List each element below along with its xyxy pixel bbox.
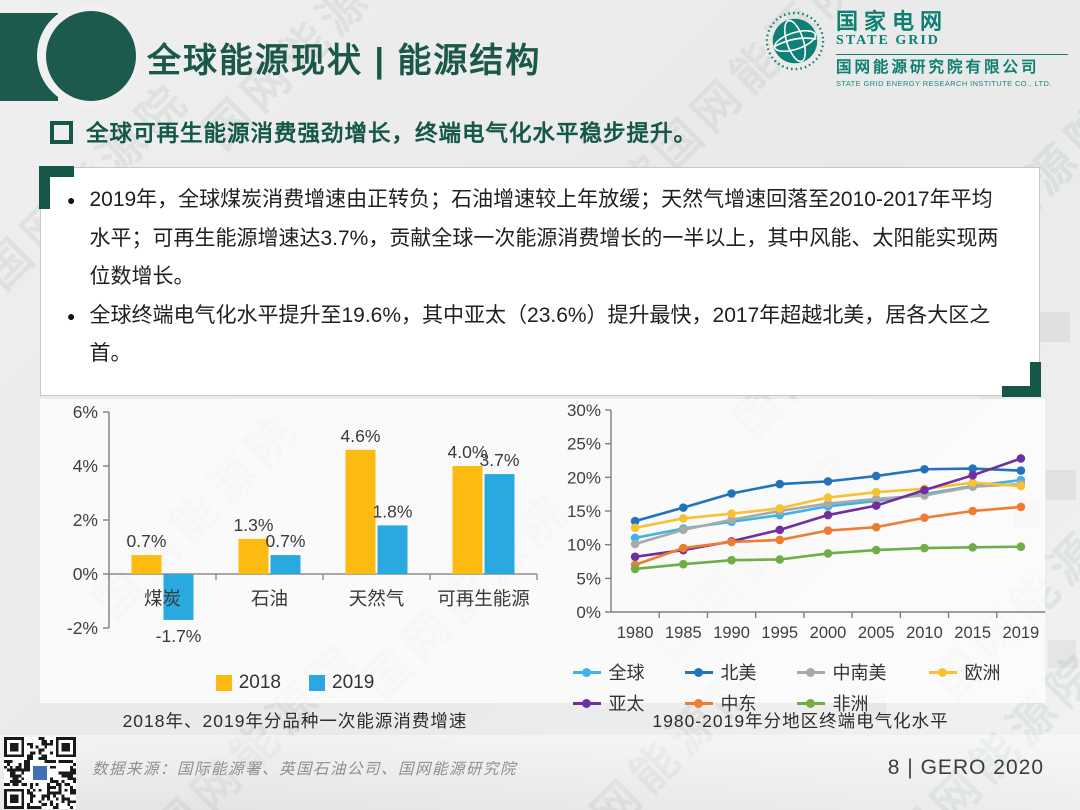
legend-item: 亚太 bbox=[572, 690, 685, 716]
svg-text:可再生能源: 可再生能源 bbox=[437, 588, 530, 609]
svg-text:-1.7%: -1.7% bbox=[156, 626, 202, 646]
legend-item: 欧洲 bbox=[928, 659, 1029, 685]
brand-divider bbox=[836, 54, 1068, 56]
svg-text:1980: 1980 bbox=[617, 624, 654, 642]
legend-swatch bbox=[215, 675, 232, 691]
legend-swatch bbox=[796, 698, 825, 708]
qr-code-svg bbox=[4, 737, 76, 809]
legend-item: 中东 bbox=[684, 690, 797, 716]
svg-text:2015: 2015 bbox=[954, 624, 991, 642]
line-chart-legend: 全球 北美 中南美 欧洲亚太 中东 非洲 bbox=[553, 659, 1048, 716]
svg-text:4.6%: 4.6% bbox=[341, 426, 381, 446]
legend-label: 2019 bbox=[332, 672, 375, 693]
line-chart-svg: 30% 25% 20% 15% 10% 5% 0% 1980 1985 1990 1995 2000 2… bbox=[567, 401, 1045, 642]
legend-item: 中南美 bbox=[796, 659, 929, 685]
svg-text:天然气: 天然气 bbox=[349, 588, 405, 609]
line-chart-caption: 1980-2019年分地区终端电气化水平 bbox=[652, 711, 949, 731]
svg-text:2000: 2000 bbox=[810, 624, 847, 642]
brand-name-en: STATE GRID bbox=[836, 33, 940, 49]
svg-text:4%: 4% bbox=[73, 456, 98, 476]
data-source-text: 数据来源：国际能源署、英国石油公司、国网能源研究院 bbox=[92, 761, 518, 778]
svg-text:煤炭: 煤炭 bbox=[144, 588, 181, 609]
legend-label: 全球 bbox=[608, 663, 645, 683]
brand-org-cn: 国网能源研究院有限公司 bbox=[836, 59, 1040, 77]
bullet-item: ● 2019年，全球煤炭消费增速由正转负；石油增速较上年放缓；天然气增速回落至2… bbox=[67, 181, 1013, 297]
svg-text:4.0%: 4.0% bbox=[448, 442, 488, 462]
legend-item: 全球 bbox=[572, 659, 685, 685]
svg-text:20%: 20% bbox=[567, 468, 601, 487]
brand-block: 国家电网 STATE GRID 国网能源研究院有限公司 STATE GRID E… bbox=[764, 10, 1068, 88]
page-title: 全球能源现状 | 能源结构 bbox=[147, 42, 542, 80]
svg-text:2019: 2019 bbox=[1003, 624, 1040, 642]
svg-text:石油: 石油 bbox=[251, 588, 288, 609]
svg-text:1985: 1985 bbox=[665, 624, 702, 642]
mosaic-square bbox=[1040, 312, 1070, 342]
legend-swatch bbox=[309, 675, 325, 691]
legend-item: 非洲 bbox=[796, 690, 929, 716]
svg-text:2%: 2% bbox=[73, 510, 98, 530]
svg-text:10%: 10% bbox=[567, 536, 601, 555]
footer-strip bbox=[0, 735, 1080, 810]
bullet-dot: ● bbox=[67, 307, 76, 324]
svg-text:0%: 0% bbox=[576, 603, 601, 622]
bullet-text: 2019年，全球煤炭消费增速由正转负；石油增速较上年放缓；天然气增速回落至201… bbox=[89, 188, 999, 288]
svg-text:1.3%: 1.3% bbox=[234, 515, 274, 535]
mosaic-square bbox=[1046, 470, 1076, 500]
svg-text:2010: 2010 bbox=[906, 624, 943, 642]
legend-swatch bbox=[796, 667, 825, 677]
legend-item: 北美 bbox=[684, 659, 797, 685]
svg-text:-2%: -2% bbox=[67, 618, 98, 638]
brand-org-en: STATE GRID ENERGY RESEARCH INSTITUTE CO.… bbox=[836, 79, 1052, 88]
legend-swatch bbox=[572, 667, 601, 677]
svg-text:5%: 5% bbox=[576, 569, 601, 588]
legend-label: 2018 bbox=[238, 672, 281, 693]
svg-text:0.7%: 0.7% bbox=[266, 531, 306, 551]
page-number: 8 | GERO 2020 bbox=[887, 756, 1044, 779]
svg-text:30%: 30% bbox=[567, 402, 601, 420]
brand-name-cn: 国家电网 bbox=[836, 9, 949, 34]
svg-text:6%: 6% bbox=[73, 402, 98, 422]
legend-label: 亚太 bbox=[608, 694, 645, 714]
corner-accent-top-left bbox=[39, 166, 74, 209]
line-chart: 30% 25% 20% 15% 10% 5% 0% 1980 1985 1990 1995 2000 2… bbox=[553, 401, 1048, 716]
corner-accent-bottom-right bbox=[1002, 362, 1041, 397]
svg-text:0%: 0% bbox=[73, 564, 98, 584]
svg-text:2005: 2005 bbox=[858, 624, 895, 642]
legend-label: 中东 bbox=[720, 694, 757, 714]
square-bullet-icon bbox=[50, 120, 73, 144]
legend-label: 中南美 bbox=[832, 663, 887, 683]
bar-chart: 6% 4% 2% 0% -2% 0.7% 1.3% 4.6% 4.0% -1.7% 0.7% 1.8%… bbox=[45, 402, 545, 694]
bullet-item: ● 全球终端电气化水平提升至19.6%，其中亚太（23.6%）提升最快，2017… bbox=[67, 297, 1013, 374]
bar-chart-legend: 2018 2019 bbox=[45, 672, 545, 694]
qr-code bbox=[4, 737, 76, 809]
bar-chart-caption: 2018年、2019年分品种一次能源消费增速 bbox=[122, 711, 468, 731]
headline-text: 全球可再生能源消费强劲增长，终端电气化水平稳步提升。 bbox=[86, 121, 698, 146]
globe-icon bbox=[765, 11, 825, 71]
svg-text:15%: 15% bbox=[567, 502, 601, 521]
svg-text:0.7%: 0.7% bbox=[127, 531, 167, 551]
bar-chart-svg: 6%4%2%0%-2%0.7%1.3%4.6%4.0%-1.7%0.7%1.8%… bbox=[67, 402, 538, 646]
headline: 全球可再生能源消费强劲增长，终端电气化水平稳步提升。 bbox=[50, 116, 697, 148]
legend-item: 2019 bbox=[309, 672, 374, 694]
svg-text:1995: 1995 bbox=[761, 624, 798, 642]
bullet-text: 全球终端电气化水平提升至19.6%，其中亚太（23.6%）提升最快，2017年超… bbox=[89, 303, 991, 366]
svg-text:25%: 25% bbox=[567, 435, 601, 454]
legend-item: 2018 bbox=[215, 672, 281, 694]
legend-swatch bbox=[928, 667, 957, 677]
bullet-dot: ● bbox=[67, 192, 76, 208]
header-logo-circle bbox=[46, 11, 136, 101]
legend-label: 非洲 bbox=[832, 694, 869, 714]
svg-text:1990: 1990 bbox=[713, 624, 750, 642]
legend-swatch bbox=[684, 698, 713, 708]
svg-text:1.8%: 1.8% bbox=[373, 501, 413, 521]
summary-box: ● 2019年，全球煤炭消费增速由正转负；石油增速较上年放缓；天然气增速回落至2… bbox=[39, 166, 1041, 397]
svg-text:3.7%: 3.7% bbox=[480, 450, 520, 470]
legend-swatch bbox=[684, 667, 713, 677]
legend-label: 北美 bbox=[720, 663, 757, 683]
legend-label: 欧洲 bbox=[964, 663, 1001, 683]
legend-swatch bbox=[572, 698, 601, 708]
mosaic-square bbox=[1048, 640, 1076, 668]
